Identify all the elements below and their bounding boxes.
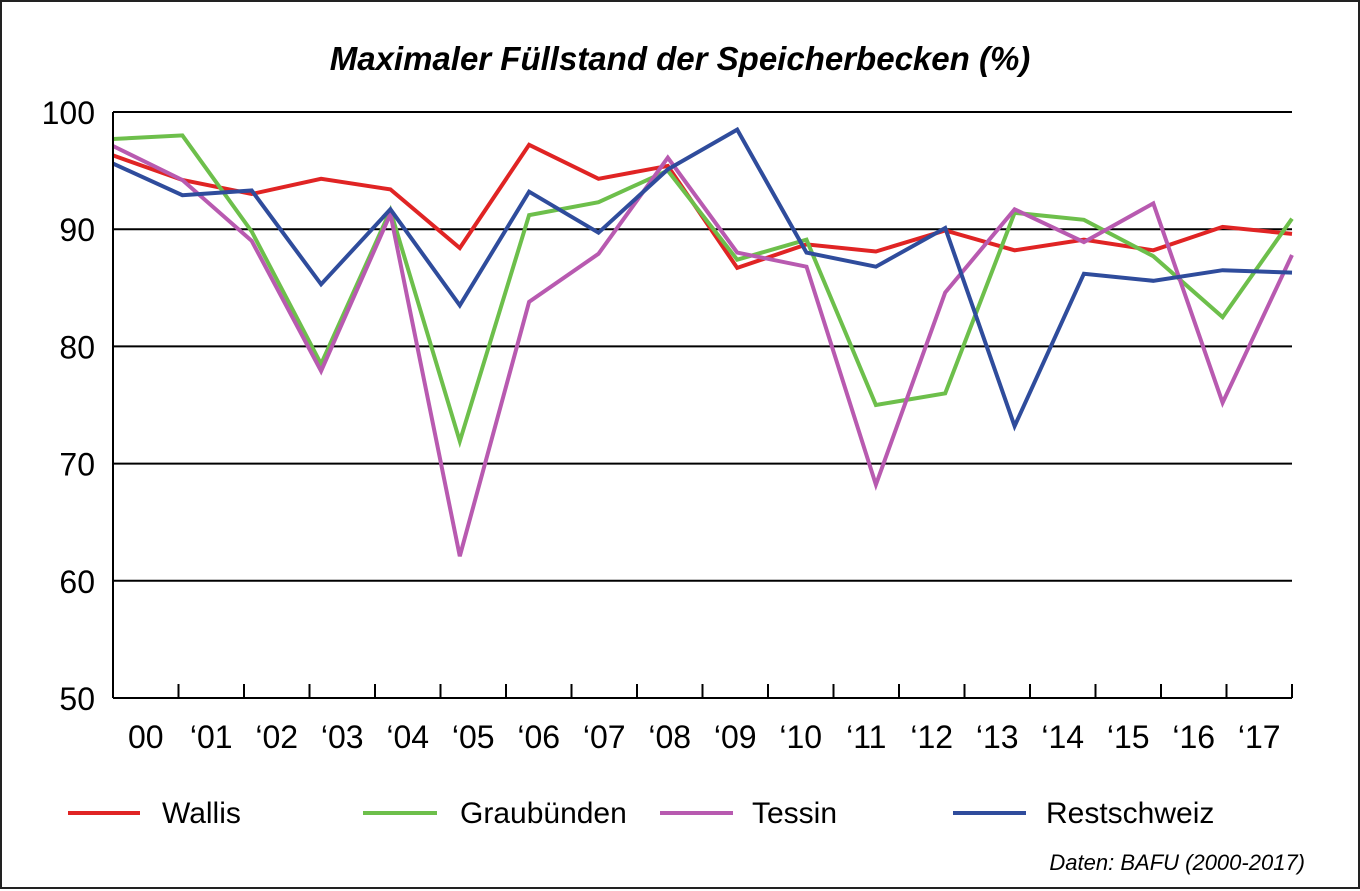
- x-tick-label: ‘09: [714, 719, 757, 755]
- chart-title: Maximaler Füllstand der Speicherbecken (…: [330, 40, 1031, 77]
- legend-label-tessin: Tessin: [752, 797, 837, 830]
- x-tick-label: ‘10: [779, 719, 822, 755]
- series-line-graubünden: [112, 133, 1294, 449]
- x-tick-label: ‘13: [976, 719, 1019, 755]
- y-tick-label: 60: [59, 564, 95, 600]
- x-axis: [112, 112, 1293, 698]
- x-tick-label: ‘02: [255, 719, 298, 755]
- x-tick-label: ‘08: [648, 719, 691, 755]
- x-tick-label: ‘05: [452, 719, 495, 755]
- x-tick-label: ‘11: [846, 719, 886, 755]
- x-tick-label: ‘07: [583, 719, 626, 755]
- grid: [113, 111, 1292, 699]
- x-tick-label: ‘01: [190, 719, 233, 755]
- y-tick-label: 70: [59, 447, 95, 483]
- x-tick-label: ‘04: [386, 719, 429, 755]
- legend: Wallis Graubünden Tessin Restschweiz: [68, 797, 1214, 830]
- x-axis-ticks: 00 ‘01 ‘02 ‘03 ‘04 ‘05 ‘06 ‘07 ‘08 ‘09 ‘10 ‘11 ‘12 ‘1…: [128, 719, 1281, 755]
- y-tick-label: 80: [59, 329, 95, 365]
- y-tick-label: 90: [59, 212, 95, 248]
- legend-label-graubünden: Graubünden: [460, 797, 627, 830]
- x-tick-label: ‘06: [517, 719, 560, 755]
- x-tick-label: 00: [128, 719, 164, 755]
- x-tick-label: ‘17: [1238, 719, 1281, 755]
- x-tick-label: ‘15: [1107, 719, 1150, 755]
- legend-label-wallis: Wallis: [162, 797, 241, 830]
- source-note: Daten: BAFU (2000-2017): [1049, 850, 1305, 875]
- y-axis-ticks: 100 90 80 70 60 50: [42, 95, 95, 717]
- series-line-restschweiz: [112, 126, 1293, 432]
- x-tick-label: ‘16: [1172, 719, 1215, 755]
- y-tick-label: 100: [42, 95, 95, 131]
- x-tick-label: ‘14: [1041, 719, 1084, 755]
- x-tick-label: ‘03: [321, 719, 364, 755]
- series-line-tessin: [112, 144, 1294, 557]
- series-lines: [112, 126, 1294, 557]
- x-tick-label: ‘12: [910, 719, 953, 755]
- y-tick-label: 50: [59, 681, 95, 717]
- legend-label-restschweiz: Restschweiz: [1046, 797, 1214, 830]
